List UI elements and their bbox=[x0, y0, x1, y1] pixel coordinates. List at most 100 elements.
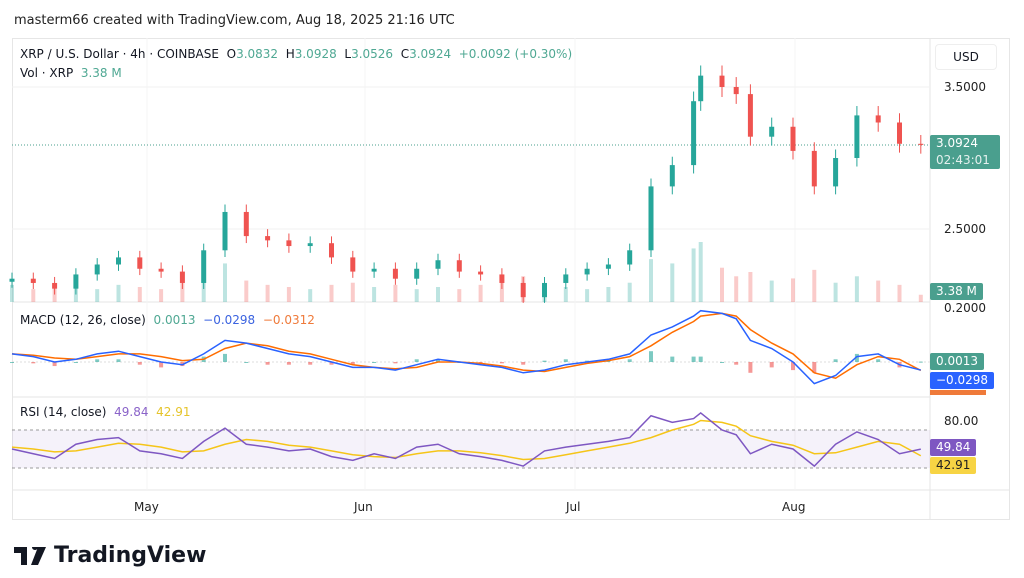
macd-histogram-bar bbox=[286, 362, 291, 365]
month-label: Aug bbox=[782, 500, 806, 514]
volume-bar bbox=[180, 282, 185, 302]
volume-bar bbox=[720, 267, 724, 302]
volume-bar bbox=[627, 282, 632, 302]
rsi-band bbox=[12, 430, 930, 468]
candle bbox=[350, 257, 356, 272]
macd-hist-tag: 0.0013 bbox=[930, 353, 984, 370]
macd-histogram-bar bbox=[329, 362, 334, 365]
macd-histogram-bar bbox=[734, 362, 739, 365]
macd-histogram-bar bbox=[649, 351, 653, 362]
volume-bar bbox=[854, 276, 859, 302]
candle bbox=[73, 274, 79, 289]
volume-bar bbox=[414, 289, 419, 302]
macd-histogram-bar bbox=[769, 362, 774, 368]
candle bbox=[137, 257, 143, 269]
month-label: Jul bbox=[566, 500, 581, 514]
volume-bar bbox=[585, 289, 590, 302]
tradingview-logo[interactable]: TradingView bbox=[14, 543, 206, 568]
volume-bar bbox=[876, 280, 881, 302]
rsi-tick: 80.00 bbox=[944, 414, 979, 428]
brand-name: TradingView bbox=[54, 543, 207, 568]
macd-histogram-bar bbox=[876, 359, 881, 362]
macd-label[interactable]: MACD (12, 26, close) bbox=[20, 313, 146, 327]
candle bbox=[897, 122, 902, 144]
candle bbox=[116, 257, 121, 265]
change-value: +0.0092 (+0.30%) bbox=[458, 47, 573, 61]
macd-histogram-bar bbox=[521, 362, 526, 365]
macd-histogram-bar bbox=[791, 362, 795, 371]
macd-histogram-bar bbox=[31, 362, 36, 364]
macd-histogram-bar bbox=[95, 359, 100, 362]
macd-histogram-bar bbox=[265, 362, 270, 365]
macd-histogram-bar bbox=[812, 362, 817, 373]
close-value: 3.0924 bbox=[409, 47, 452, 61]
volume-bar bbox=[286, 287, 291, 302]
macd-value: −0.0298 bbox=[203, 313, 256, 327]
close-label: C bbox=[400, 47, 410, 61]
symbol-title[interactable]: XRP / U.S. Dollar · 4h · COINBASE bbox=[20, 47, 219, 61]
macd-legend: MACD (12, 26, close) 0.0013 −0.0298 −0.0… bbox=[20, 313, 315, 327]
volume-bar bbox=[10, 284, 14, 302]
volume-bar bbox=[478, 284, 483, 302]
macd-histogram-bar bbox=[918, 361, 923, 363]
month-label: May bbox=[134, 500, 159, 514]
candle bbox=[478, 271, 484, 275]
volume-bar bbox=[95, 289, 100, 302]
volume-bar bbox=[833, 282, 838, 302]
rsi-ma-line bbox=[11, 419, 922, 461]
candle bbox=[222, 211, 228, 251]
price-tick: 3.5000 bbox=[944, 80, 986, 94]
macd-histogram-bar bbox=[244, 362, 249, 363]
volume-bar bbox=[308, 289, 313, 302]
candle bbox=[648, 186, 654, 251]
macd-histogram-bar bbox=[563, 359, 568, 362]
rsi-legend: RSI (14, close) 49.84 42.91 bbox=[20, 405, 190, 419]
volume-bar bbox=[457, 289, 462, 302]
volume-bar bbox=[223, 263, 227, 302]
candle bbox=[94, 264, 100, 275]
volume-bar bbox=[372, 287, 377, 302]
candle bbox=[265, 236, 271, 241]
macd-histogram-bar bbox=[698, 356, 703, 362]
month-label: Jun bbox=[354, 500, 373, 514]
macd-histogram-bar bbox=[436, 359, 440, 362]
volume-bar bbox=[31, 289, 36, 302]
candle bbox=[563, 274, 569, 283]
candle bbox=[542, 282, 547, 298]
macd-histogram-bar bbox=[542, 360, 547, 362]
macd-histogram-bar bbox=[73, 362, 78, 363]
volume-tag: 3.38 M bbox=[930, 283, 983, 300]
rsi-ma-value: 42.91 bbox=[156, 405, 191, 419]
volume-bar bbox=[244, 280, 249, 302]
macd-histogram-bar bbox=[748, 362, 753, 373]
volume-bar bbox=[791, 278, 795, 302]
macd-line bbox=[11, 309, 921, 385]
candle bbox=[371, 268, 377, 272]
volume-bar bbox=[563, 287, 568, 302]
macd-histogram-bar bbox=[372, 362, 377, 363]
macd-histogram-bar bbox=[116, 359, 121, 362]
volume-bar bbox=[918, 294, 923, 302]
volume-bar bbox=[393, 284, 398, 302]
candle bbox=[691, 101, 697, 166]
high-value: 3.0928 bbox=[294, 47, 337, 61]
volume-label[interactable]: Vol · XRP bbox=[20, 66, 74, 80]
candle bbox=[435, 260, 441, 269]
candle bbox=[201, 250, 207, 283]
candle bbox=[307, 243, 313, 247]
rsi-label[interactable]: RSI (14, close) bbox=[20, 405, 107, 419]
symbol-legend: XRP / U.S. Dollar · 4h · COINBASE O3.083… bbox=[20, 47, 572, 61]
candle bbox=[627, 250, 633, 265]
volume-bar bbox=[116, 284, 121, 302]
currency-button[interactable]: USD bbox=[935, 44, 997, 70]
candle bbox=[30, 278, 36, 283]
rsi-line bbox=[11, 411, 921, 468]
volume-bar bbox=[499, 282, 504, 302]
volume-bar bbox=[350, 282, 355, 302]
candle bbox=[179, 271, 185, 283]
macd-histogram-bar bbox=[223, 353, 227, 362]
candle bbox=[769, 126, 775, 137]
macd-histogram-bar bbox=[720, 362, 724, 363]
candle bbox=[698, 75, 704, 102]
